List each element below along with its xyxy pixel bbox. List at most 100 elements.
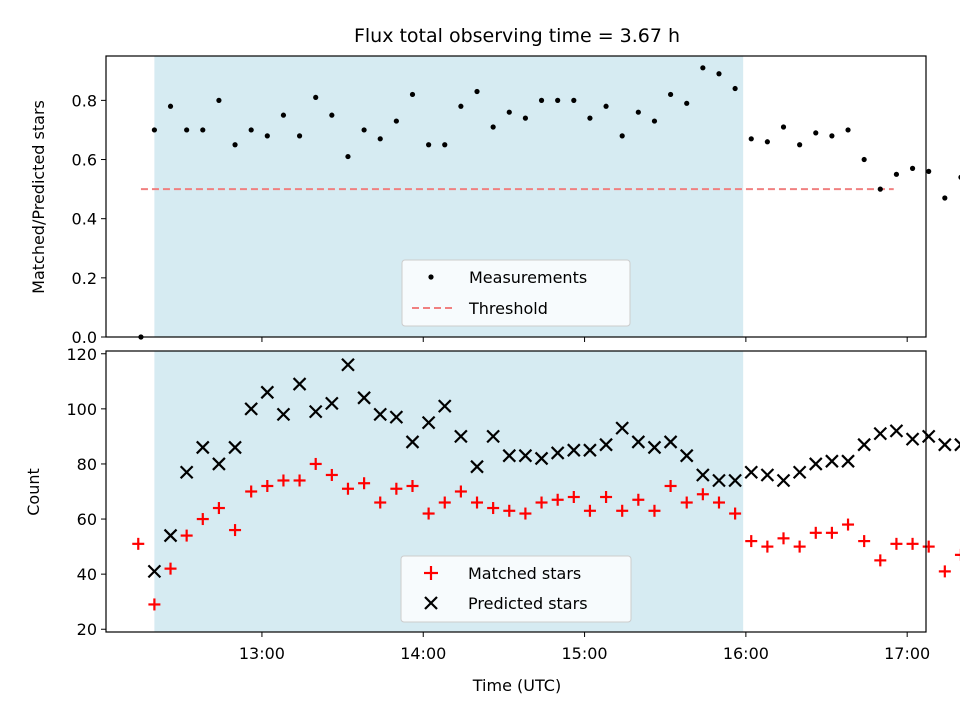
measurement-point [571,97,577,103]
predicted-star-point [486,429,500,444]
predicted-star-point [437,399,452,413]
matched-star-point [535,496,548,509]
matched-star-point [906,537,919,550]
measurement-point [684,100,690,106]
measurement-point [893,171,900,177]
predicted-star-point [712,473,726,488]
measurement-point [667,91,674,98]
measurement-point [151,127,157,133]
measurements-legend-label: Measurements [469,268,587,287]
predicted-star-point [599,437,613,452]
matched-star-point [471,496,484,509]
measurement-point [587,115,593,121]
measurement-point [845,127,851,133]
measurement-point [732,85,738,92]
predicted-star-point [196,440,210,455]
measurement-point [296,133,303,139]
measurement-point [909,165,916,171]
measurement-point [248,127,254,133]
measurement-point [458,103,464,109]
matched-star-point [358,477,371,490]
predicted-star-point [470,459,484,474]
top-y-tick-label: 0.2 [72,269,97,288]
bottom-y-tick-label: 20 [77,620,97,639]
measurement-point [635,109,641,115]
measurement-point [426,142,432,148]
predicted-star-point [325,396,339,411]
predicted-star-point [808,457,823,471]
matched-legend-marker [424,566,438,580]
predicted-star-point [179,465,194,479]
matched-star-point [600,491,613,504]
bottom-y-tick-label: 80 [77,455,97,474]
matched-star-point [406,479,419,492]
predicted-star-point [696,468,710,482]
measurement-point [926,168,932,174]
measurement-point [232,142,238,148]
predicted-star-point [792,465,807,479]
measurement-point [167,103,174,109]
x-tick-label: 14:00 [400,644,446,663]
measurement-point [474,88,480,95]
bottom-legend-box [400,555,632,623]
predicted-star-point [308,404,323,419]
measurement-point [829,133,835,139]
predicted-star-point [615,421,629,435]
predicted-star-point [583,443,597,457]
matched-star-point [374,496,387,509]
measurement-point [619,133,625,139]
matched-star-point [551,493,564,506]
top-legend: Measurements Threshold [401,259,631,327]
predicted-star-point [244,402,258,416]
predicted-star-point [147,564,162,579]
matched-star-point [180,529,193,542]
measurement-point [942,195,948,201]
top-y-axis-label: Matched/Predicted stars [29,100,48,294]
predicted-star-point [631,435,646,449]
matched-star-point [648,504,661,517]
measurement-point [184,127,190,133]
threshold-legend-label: Threshold [468,299,548,318]
predicted-star-point [502,448,517,463]
predicted-star-point [679,448,694,463]
chart-title: Flux total observing time = 3.67 h [354,25,680,47]
predicted-star-point [728,473,742,488]
predicted-star-point [567,443,581,457]
x-tick-label: 13:00 [239,644,285,663]
bottom-y-tick-label: 120 [66,345,97,364]
predicted-star-point [421,415,436,430]
matched-star-point [583,504,596,517]
measurement-point [603,103,609,109]
bottom-y-tick-label: 60 [77,510,97,529]
x-tick-label: 15:00 [562,644,608,663]
measurement-point [813,130,819,136]
predicted-star-point [518,448,533,463]
matched-star-point [390,482,403,495]
measurement-point [700,65,706,71]
matched-star-point [245,485,258,498]
matched-star-point [132,537,145,550]
matched-star-point [148,598,161,611]
measurement-point [313,94,319,101]
predicted-star-point [341,357,355,372]
measurement-point [748,136,754,142]
predicted-star-point [905,432,920,446]
measurement-point [216,97,222,103]
matched-star-point [325,468,338,481]
predicted-star-point [825,454,839,468]
predicted-star-point [889,424,904,438]
matched-star-point [293,474,306,487]
predicted-star-point [550,446,565,460]
predicted-star-point [212,457,226,471]
top-y-tick-label: 0.8 [72,91,97,110]
matched-star-point [503,504,516,517]
measurement-point [329,112,335,118]
bottom-y-axis-label: Count [24,468,43,516]
measurement-point [393,118,399,124]
measurement-point [522,115,529,121]
x-tick-label: 16:00 [723,644,769,663]
predicted-star-point [857,437,871,452]
measurement-point [861,156,867,163]
matched-legend-label: Matched stars [468,564,581,583]
matched-star-point [825,526,838,539]
